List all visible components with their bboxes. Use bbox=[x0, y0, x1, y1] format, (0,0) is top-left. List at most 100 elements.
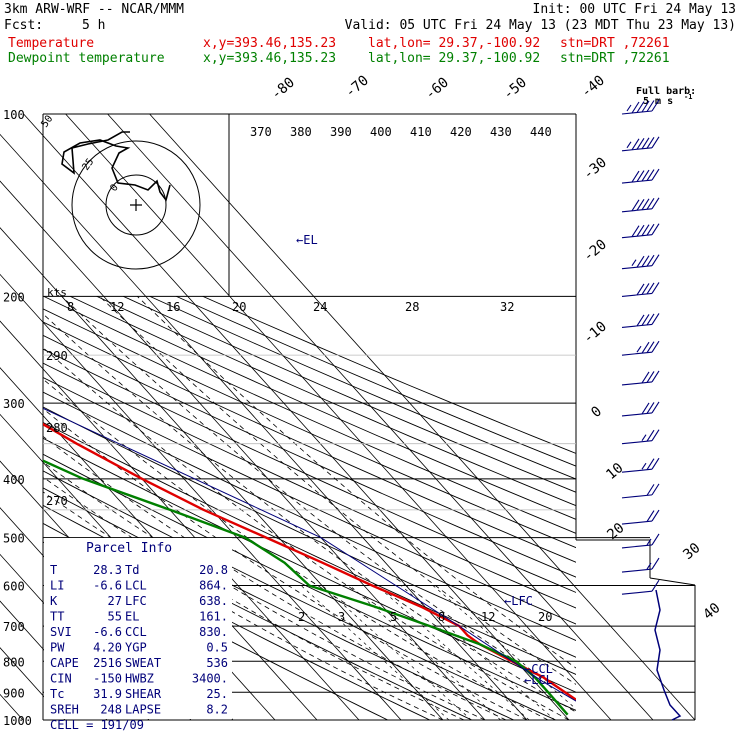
level-marker-lcl: ←LCL bbox=[524, 673, 553, 687]
wind-barb-feather bbox=[641, 169, 650, 182]
skewed-temperature-label: -50 bbox=[500, 75, 530, 104]
dry-adiabat-line bbox=[43, 391, 576, 641]
theta-label: 290 bbox=[46, 349, 68, 363]
parcel-info-title: Parcel Info bbox=[86, 541, 172, 556]
dry-adiabat-line bbox=[43, 421, 576, 675]
skewed-temperature-label: 30 bbox=[680, 540, 703, 563]
mixing-ratio-line bbox=[400, 585, 556, 720]
level-marker-lfc: ←LFC bbox=[504, 594, 533, 608]
parcel-info-value: 161. bbox=[199, 610, 228, 624]
parcel-info-value: -6.6 bbox=[93, 579, 122, 593]
wind-barb-feather bbox=[651, 223, 660, 235]
theta-label: 370 bbox=[250, 125, 272, 139]
hodograph-trace bbox=[61, 131, 171, 202]
temperature-xy: x,y=393.46,135.23 bbox=[203, 36, 337, 51]
parcel-info-label: K bbox=[50, 594, 58, 608]
skewed-temperature-label: -30 bbox=[580, 155, 610, 184]
theta-label: 410 bbox=[410, 125, 432, 139]
isotherm-line bbox=[23, 113, 570, 721]
wind-barb-feather bbox=[636, 137, 645, 150]
wind-barb-feather bbox=[651, 254, 660, 266]
dewpoint-xy: x,y=393.46,135.23 bbox=[203, 51, 337, 66]
skewed-temperature-label: 40 bbox=[700, 600, 723, 623]
parcel-info-value: 4.20 bbox=[93, 641, 122, 655]
parcel-info-box bbox=[44, 538, 232, 719]
parcel-info-label: LFC bbox=[125, 594, 147, 608]
parcel-info-value: 27 bbox=[108, 594, 122, 608]
isotherm-line bbox=[0, 320, 360, 721]
barb-unit-exponent: -1 bbox=[684, 93, 692, 101]
parcel-info-value: 28.3 bbox=[93, 563, 122, 577]
level-marker-el: ←EL bbox=[296, 233, 318, 247]
wind-barb bbox=[621, 579, 660, 595]
skewed-temperature-label: 10 bbox=[603, 460, 626, 483]
dewpoint-curve bbox=[43, 459, 569, 716]
hodograph-speed-label: 16 bbox=[166, 300, 180, 314]
dewpoint-latlon: lat,lon= 29.37,-100.92 bbox=[368, 51, 541, 66]
hodograph-speed-label: 32 bbox=[500, 300, 514, 314]
forecast-label: Fcst: bbox=[4, 18, 44, 33]
wind-barb bbox=[621, 313, 660, 328]
parcel-info-label: T bbox=[50, 563, 57, 577]
wind-barb-feather bbox=[651, 429, 660, 442]
wind-barb-feather bbox=[641, 137, 650, 150]
parcel-info-label: CAPE bbox=[50, 656, 79, 670]
parcel-info-value: 638. bbox=[199, 594, 228, 608]
wind-barb-feather bbox=[651, 168, 660, 181]
skewed-temperature-label: 0 bbox=[588, 403, 605, 421]
parcel-info-label: SREH bbox=[50, 703, 79, 717]
wind-barb-feather bbox=[636, 170, 645, 182]
dry-adiabat-line bbox=[43, 453, 576, 711]
wind-barb-feather bbox=[651, 99, 660, 112]
hodograph-speed-label: 20 bbox=[232, 300, 246, 314]
pressure-label: 700 bbox=[3, 620, 25, 634]
theta-label: 440 bbox=[530, 125, 552, 139]
model-title: 3km ARW-WRF -- NCAR/MMM bbox=[4, 2, 185, 17]
wind-barb-feather bbox=[641, 283, 650, 295]
skewed-temperature-label: -70 bbox=[342, 73, 372, 102]
wind-barb-feather bbox=[651, 557, 660, 570]
dewpoint-station: stn=DRT ,72261 bbox=[560, 51, 670, 66]
wind-barb-feather bbox=[646, 313, 655, 326]
parcel-info-label: PW bbox=[50, 641, 65, 655]
wind-barb-feather bbox=[636, 198, 645, 211]
wind-barb-feather bbox=[641, 100, 650, 113]
wind-barb-feather bbox=[641, 341, 650, 354]
parcel-info-value: 31.9 bbox=[93, 687, 122, 701]
dewpoint-legend: Dewpoint temperature bbox=[8, 51, 165, 66]
mixing-ratio-line bbox=[300, 585, 450, 720]
wind-barb-feather bbox=[651, 401, 660, 414]
temperature-latlon: lat,lon= 29.37,-100.92 bbox=[368, 36, 541, 51]
pressure-label: 100 bbox=[3, 108, 25, 122]
wind-barb-shaft bbox=[621, 568, 653, 573]
wind-barb-feather bbox=[646, 254, 655, 267]
wind-barb-feather bbox=[646, 429, 655, 442]
parcel-info-value: 20.8 bbox=[199, 563, 228, 577]
parcel-info-value: 248 bbox=[100, 703, 122, 717]
mixing-ratio-label: 5 bbox=[390, 610, 397, 624]
parcel-trace bbox=[43, 407, 576, 702]
wind-barb-half-feather bbox=[626, 141, 632, 149]
parcel-info-value: 830. bbox=[199, 625, 228, 639]
mixing-ratio-label: 20 bbox=[538, 610, 552, 624]
pressure-label: 600 bbox=[3, 580, 25, 594]
wind-barb bbox=[621, 282, 660, 297]
pressure-label: 800 bbox=[3, 655, 25, 669]
parcel-info-value: 3400. bbox=[192, 672, 228, 686]
wind-barb-feather bbox=[646, 510, 655, 522]
pressure-label: 500 bbox=[3, 532, 25, 546]
wind-barb-half-feather bbox=[631, 259, 637, 267]
skewed-temperature-label: -40 bbox=[578, 73, 608, 102]
wind-barb-feather bbox=[646, 223, 655, 236]
dry-adiabat-line bbox=[43, 376, 576, 625]
wind-barb bbox=[621, 340, 660, 356]
isotherm-line bbox=[0, 600, 108, 721]
dry-adiabat-line bbox=[43, 362, 576, 609]
parcel-info-value: 25. bbox=[206, 687, 228, 701]
theta-label: 380 bbox=[290, 125, 312, 139]
wind-barb-shaft bbox=[621, 544, 653, 549]
moist-adiabat-line bbox=[137, 296, 576, 669]
wind-barb-feather bbox=[641, 402, 650, 415]
pressure-label: 1000 bbox=[3, 714, 32, 728]
